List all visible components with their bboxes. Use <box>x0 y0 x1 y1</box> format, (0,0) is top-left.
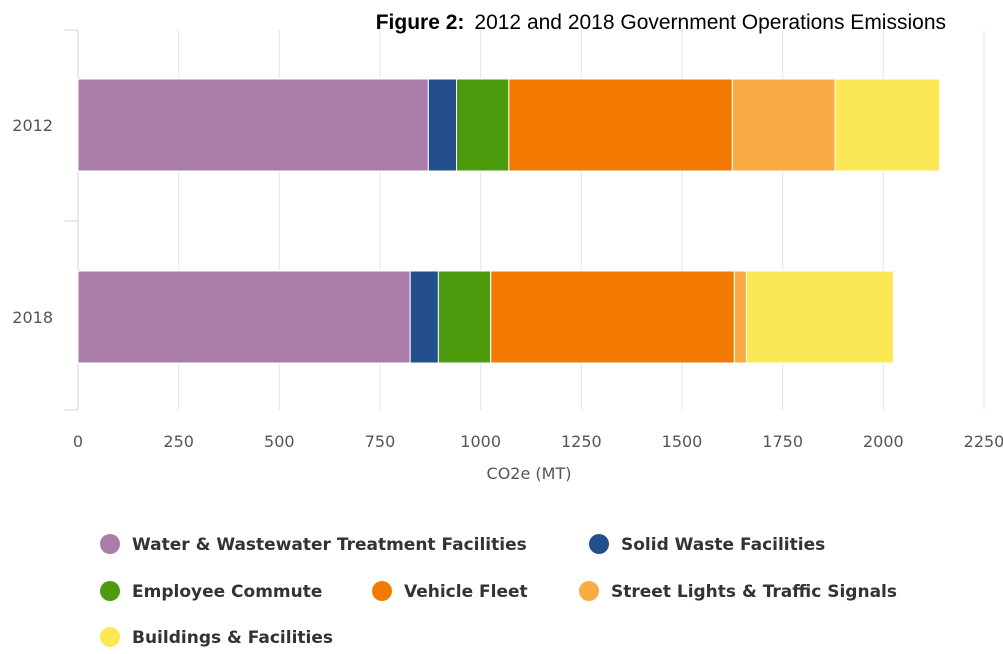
chart-title: Figure 2: 2012 and 2018 Government Operat… <box>376 11 946 34</box>
legend-label: Employee Commute <box>132 582 322 602</box>
x-tick-label: 1000 <box>460 432 501 451</box>
x-axis-title: CO2e (MT) <box>487 464 572 483</box>
y-axis-ticks: 2012 2018 <box>12 116 53 327</box>
x-tick-label: 0 <box>73 432 83 451</box>
x-tick-label: 1500 <box>662 432 703 451</box>
bar-segment <box>456 78 510 172</box>
y-tick-label: 2018 <box>12 308 53 327</box>
legend-label: Street Lights & Traffic Signals <box>611 582 897 602</box>
legend-swatch <box>579 581 599 601</box>
x-tick-label: 2000 <box>863 432 904 451</box>
bar-segment <box>490 270 735 364</box>
bar-segment <box>508 78 733 172</box>
legend-swatch <box>100 581 120 601</box>
bar-segment <box>745 270 894 364</box>
bars <box>77 78 941 364</box>
x-tick-label: 1250 <box>561 432 602 451</box>
x-tick-label: 250 <box>163 432 194 451</box>
bar-segment <box>77 78 429 172</box>
chart-title-text: 2012 and 2018 Government Operations Emis… <box>474 11 946 34</box>
bar-segment <box>731 78 836 172</box>
legend-label: Vehicle Fleet <box>404 582 528 602</box>
bar-segment <box>733 270 747 364</box>
legend-swatch <box>100 627 120 647</box>
legend-swatch <box>589 534 609 554</box>
category-axis <box>64 29 79 411</box>
x-tick-label: 500 <box>264 432 295 451</box>
bar-segment <box>427 78 458 172</box>
y-tick-label: 2012 <box>12 116 53 135</box>
legend-swatch <box>100 534 120 554</box>
bar-segment <box>409 270 439 364</box>
bar-segment <box>437 270 492 364</box>
x-tick-label: 1750 <box>762 432 803 451</box>
legend-label: Water & Wastewater Treatment Facilities <box>132 535 527 555</box>
bar-segment <box>77 270 411 364</box>
chart-title-figure-label: Figure 2: <box>376 11 465 34</box>
legend-label: Solid Waste Facilities <box>621 535 825 555</box>
legend-label: Buildings & Facilities <box>132 628 333 648</box>
x-axis-ticks: 0 250 500 750 1000 1250 1500 1750 2000 2250 <box>73 432 1003 451</box>
x-tick-label: 2250 <box>964 432 1003 451</box>
x-tick-label: 750 <box>365 432 396 451</box>
legend-swatch <box>372 581 392 601</box>
legend: Water & Wastewater Treatment Facilities S… <box>100 534 897 648</box>
bar-segment <box>834 78 941 172</box>
